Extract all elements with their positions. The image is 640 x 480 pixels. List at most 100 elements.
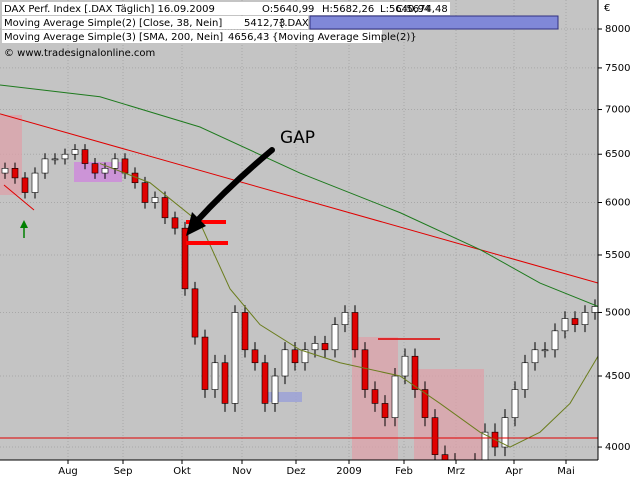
candle-body (161, 197, 169, 219)
x-tick-label: Sep (114, 466, 133, 477)
candle-body (581, 312, 589, 325)
candle-body (211, 362, 219, 390)
annotation: GAP (280, 128, 315, 148)
candle-body (561, 318, 569, 332)
candle-body (171, 217, 179, 229)
y-tick-label: 4000 (605, 442, 630, 453)
candle-body (401, 355, 409, 377)
legend-value: 4656,43 (228, 32, 269, 43)
x-tick-label: Aug (58, 466, 78, 477)
candle-body (271, 375, 279, 404)
candle-body (191, 288, 199, 338)
y-tick-label: 6000 (605, 198, 630, 209)
header-bg (2, 2, 450, 15)
plot-area (0, 0, 598, 460)
candle-body (261, 362, 269, 404)
candle-body (311, 343, 319, 351)
legend-source: {Moving Average Simple(2)} (272, 32, 417, 43)
trendline (0, 113, 598, 284)
candle-body (21, 177, 29, 193)
candle-body (531, 349, 539, 364)
x-tick-label: Apr (505, 466, 523, 477)
candle-body (571, 318, 579, 325)
copyright: © www.tradesignalonline.com (4, 48, 155, 59)
signal-arrowhead (20, 220, 28, 228)
ohlc-open: O:5640,99 (262, 4, 314, 15)
candle-body (11, 168, 19, 179)
legend-bar (309, 15, 559, 30)
currency: € (604, 3, 610, 14)
y-tick-label: 7000 (605, 105, 630, 116)
candle-body (291, 349, 299, 364)
y-tick-label: 4500 (605, 371, 630, 382)
x-tick-label: Mai (557, 466, 575, 477)
y-tick-label: 5000 (605, 307, 630, 318)
y-tick-label: 6500 (605, 149, 630, 160)
ohlc-close: C:5674,48 (396, 4, 448, 15)
candle-body (121, 158, 129, 174)
candle-body (201, 336, 209, 390)
x-tick-label: Dez (286, 466, 305, 477)
candle-body (221, 362, 229, 404)
candle-body (91, 163, 99, 174)
gap-arrowhead (186, 212, 206, 236)
candle-body (591, 306, 598, 313)
candle-body (481, 431, 489, 460)
candle-body (431, 417, 439, 455)
candle-body (111, 158, 119, 169)
candle-body (551, 330, 559, 351)
legend-source: {.DAX} (278, 18, 315, 29)
candle-body (321, 343, 329, 351)
candle-body (251, 349, 259, 364)
candle-body (241, 312, 249, 351)
candle-body (371, 389, 379, 404)
y-tick-label: 8000 (605, 24, 630, 35)
candle-body (51, 158, 59, 161)
ohlc-high: H:5682,26 (322, 4, 374, 15)
candle-body (181, 227, 189, 290)
candle-body (281, 349, 289, 377)
marker-line (3, 184, 35, 211)
y-axis-panel (598, 0, 640, 480)
candle-body (71, 149, 79, 155)
ma-line (99, 163, 598, 448)
x-axis-panel (0, 460, 640, 480)
candle-body (61, 153, 69, 160)
candle-body (331, 324, 339, 351)
candle-body (301, 349, 309, 364)
zone (264, 392, 302, 402)
candle-body (31, 172, 39, 193)
ma-line (0, 84, 598, 307)
candle-body (381, 403, 389, 418)
candle-body (151, 197, 159, 203)
candle-body (441, 454, 449, 460)
header: DAX Perf. Index [.DAX Täglich] 16.09.200… (2, 2, 559, 59)
gap-arrow (193, 147, 275, 225)
candle-body (411, 355, 419, 390)
candle-body (101, 168, 109, 174)
marks-layer (0, 84, 598, 460)
x-tick-label: Feb (395, 466, 413, 477)
candle-body (141, 182, 149, 203)
legend-value: 5412,73 (244, 18, 285, 29)
y-tick-label: 7500 (605, 63, 630, 74)
legend-entry: Moving Average Simple(3) [SMA, 200, Nein… (4, 32, 223, 43)
zone (0, 115, 22, 195)
x-tick-label: Mrz (447, 466, 465, 477)
legend-entry: Moving Average Simple(2) [Close, 38, Nei… (4, 18, 222, 29)
annotations: GAP (0, 128, 598, 439)
ohlc-low: L:5640,94 (380, 4, 430, 15)
candle-body (41, 158, 49, 174)
candle-body (231, 312, 239, 404)
candle-body (541, 349, 549, 352)
chart-title: DAX Perf. Index [.DAX Täglich] 16.09.200… (4, 4, 215, 15)
candle-body (521, 362, 529, 390)
x-tick-label: 2009 (336, 466, 361, 477)
candle-body (421, 389, 429, 418)
x-tick-label: Nov (232, 466, 252, 477)
candle-body (1, 168, 9, 174)
header-bg (2, 16, 308, 29)
candle-body (361, 349, 369, 390)
candle-body (391, 375, 399, 418)
